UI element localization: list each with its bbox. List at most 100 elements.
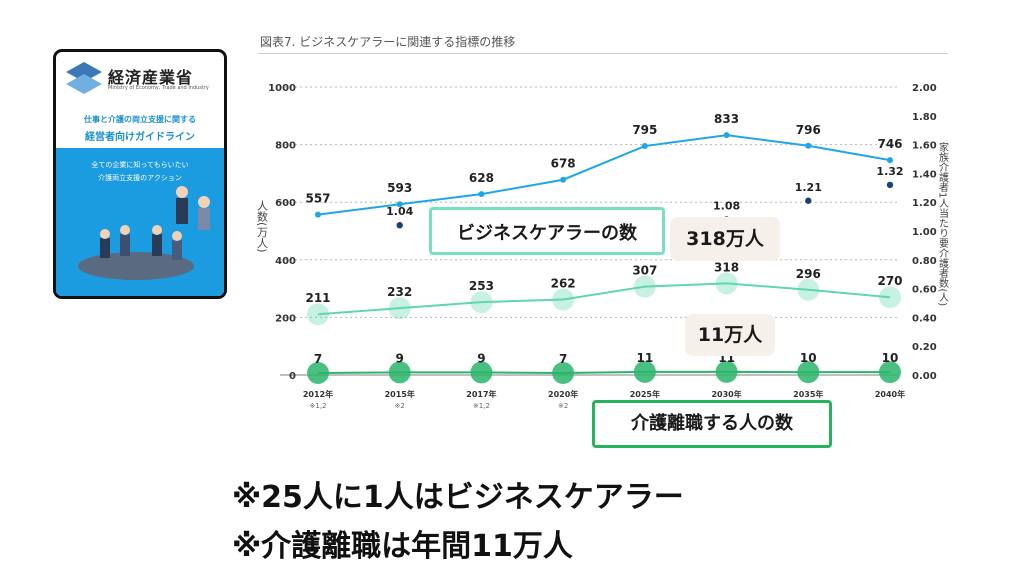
x-tick-label: 2017年 xyxy=(466,389,496,399)
y-right-tick-label: 0.20 xyxy=(912,342,937,353)
care-leavers-data-label: 11 xyxy=(637,351,654,365)
carer-ratio-point xyxy=(396,222,403,229)
cover-tagline-1: 全ての企業に知ってもらいたい xyxy=(91,161,189,169)
care-leavers-data-label: 7 xyxy=(314,352,322,366)
business-carers-point xyxy=(879,286,901,309)
x-tick-note: ※2 xyxy=(558,402,568,410)
y-left-tick-label: 800 xyxy=(275,141,296,152)
ministry-emblem-icon xyxy=(66,62,102,94)
care-leavers-point xyxy=(470,361,493,384)
family-carers-data-label: 593 xyxy=(387,181,412,195)
x-tick-label: 2040年 xyxy=(875,389,905,399)
y-right-tick-label: 1.60 xyxy=(912,141,937,152)
y-left-axis-title: 人数(万人) xyxy=(256,200,269,253)
cover-tagline-2: 介護両立支援のアクション xyxy=(98,174,182,182)
business-carers-data-label: 232 xyxy=(387,285,412,299)
y-left-tick-label: 1000 xyxy=(268,83,296,94)
series-care-leavers-line xyxy=(317,370,890,374)
business-carers-callout: ビジネスケアラーの数 xyxy=(429,207,665,255)
x-tick-note: ※1,2 xyxy=(473,402,490,410)
cover-subtitle: 仕事と介護の両立支援に関する xyxy=(84,115,196,124)
care-leavers-point xyxy=(879,361,901,384)
x-tick-label: 2012年 xyxy=(303,389,333,399)
family-carers-data-label: 678 xyxy=(551,157,576,171)
x-tick-label: 2025年 xyxy=(630,389,660,399)
y-right-tick-label: 2.00 xyxy=(912,83,937,94)
family-carers-data-label: 628 xyxy=(469,171,494,185)
ministry-logo: 経済産業省 Ministry of Economy, Trade and Ind… xyxy=(64,60,220,96)
x-tick-label: 2035年 xyxy=(793,389,823,399)
y-left-tick-label: 200 xyxy=(275,313,296,324)
carer-ratio-data-label: 1.21 xyxy=(795,181,822,194)
chart-axis-labels: 0 200 400 600 800 1000 0.00 0.20 0.40 0.60 0.80 1.0… xyxy=(256,83,949,410)
carer-ratio-data-label: 1.32 xyxy=(876,165,903,178)
business-carers-data-label: 270 xyxy=(877,274,902,288)
business-carers-point xyxy=(715,272,738,295)
y-right-tick-label: 0.00 xyxy=(912,371,937,382)
y-right-tick-label: 0.40 xyxy=(912,313,937,324)
family-carers-point xyxy=(805,142,812,149)
x-tick-label: 2020年 xyxy=(548,389,578,399)
carer-ratio-data-label: 1.04 xyxy=(386,205,413,218)
care-leavers-value-callout: 11万人 xyxy=(685,314,775,356)
y-right-tick-label: 1.80 xyxy=(912,112,937,123)
note-business-carers: ※25人に1人はビジネスケアラー xyxy=(232,480,684,515)
family-carers-point xyxy=(887,157,893,164)
y-left-tick-label: 0 xyxy=(289,371,296,382)
x-tick-note: ※2 xyxy=(395,402,405,410)
business-carers-point xyxy=(388,297,411,320)
cover-illustration-panel xyxy=(56,148,224,296)
y-right-tick-label: 1.00 xyxy=(912,227,937,238)
y-right-tick-label: 1.20 xyxy=(912,198,937,209)
business-carers-value-callout: 318万人 xyxy=(670,217,780,261)
business-carers-data-label: 318 xyxy=(714,260,739,274)
care-leavers-point xyxy=(552,361,575,384)
care-leavers-data-label: 9 xyxy=(477,351,485,365)
series-business-carers-line xyxy=(317,282,891,316)
family-carers-data-label: 796 xyxy=(796,123,821,137)
series-family-carers-line xyxy=(317,134,891,216)
business-carers-point xyxy=(552,288,575,311)
care-leavers-data-label: 9 xyxy=(396,351,404,365)
business-carers-data-label: 211 xyxy=(305,291,330,305)
y-left-tick-label: 400 xyxy=(275,256,296,267)
business-carers-data-label: 296 xyxy=(796,267,821,281)
family-carers-data-label: 746 xyxy=(877,137,902,151)
ministry-name-en: Ministry of Economy, Trade and Industry xyxy=(108,85,209,91)
chart-title: 図表7. ビジネスケアラーに関連する指標の推移 xyxy=(260,35,516,49)
y-left-tick-label: 600 xyxy=(275,198,296,209)
business-carers-data-label: 262 xyxy=(551,277,576,291)
chart-data-labels: 557 593 628 678 795 833 796 746 211 232 253 262 307 3… xyxy=(305,112,903,366)
family-carers-data-label: 833 xyxy=(714,112,739,126)
title-divider xyxy=(258,53,948,54)
family-carers-point xyxy=(723,132,730,139)
business-carers-data-label: 253 xyxy=(469,279,494,293)
care-leavers-point xyxy=(797,361,820,384)
business-carers-point xyxy=(307,303,329,326)
care-leavers-point xyxy=(307,361,329,384)
carer-ratio-point xyxy=(805,197,812,204)
y-right-tick-label: 0.60 xyxy=(912,285,937,296)
care-leavers-data-label: 10 xyxy=(882,351,899,365)
care-leavers-data-label: 10 xyxy=(800,351,817,365)
note-care-leavers: ※介護離職は年間11万人 xyxy=(232,529,573,564)
chart-series xyxy=(307,132,901,384)
carer-ratio-data-label: 1.08 xyxy=(713,199,740,212)
x-tick-label: 2030年 xyxy=(711,389,741,399)
x-tick-label: 2015年 xyxy=(385,389,415,399)
care-leavers-callout: 介護離職する人の数 xyxy=(592,400,832,448)
family-carers-point xyxy=(315,211,321,218)
care-leavers-point xyxy=(388,361,411,384)
care-leavers-point xyxy=(715,360,738,383)
care-leavers-point xyxy=(633,360,656,383)
family-carers-data-label: 557 xyxy=(305,192,330,206)
family-carers-point xyxy=(560,176,567,183)
family-carers-data-label: 795 xyxy=(632,123,657,137)
business-carers-point xyxy=(470,291,493,314)
business-carers-point xyxy=(797,278,820,301)
y-right-tick-label: 1.40 xyxy=(912,169,937,180)
family-carers-point xyxy=(478,191,485,198)
y-right-tick-label: 0.80 xyxy=(912,256,937,267)
family-carers-point xyxy=(396,201,403,208)
